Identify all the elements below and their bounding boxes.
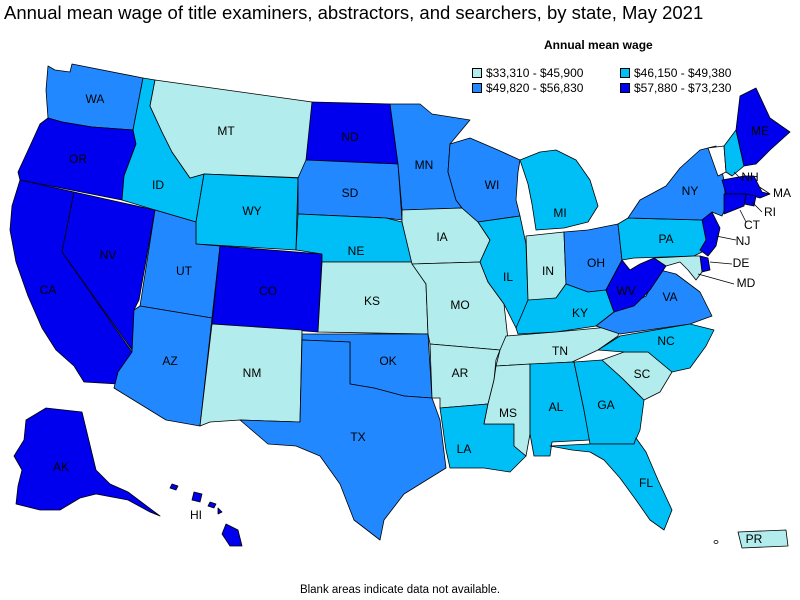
leader-lines [697, 171, 771, 285]
pr-small-island [713, 540, 719, 544]
label-ut: UT [176, 264, 193, 278]
state-tx[interactable] [239, 339, 447, 541]
label-ct: CT [744, 218, 761, 232]
label-sc: SC [634, 367, 651, 381]
legend-swatch-bin-1 [620, 68, 630, 78]
label-nd: ND [341, 130, 359, 144]
label-ms: MS [499, 406, 517, 420]
label-oh: OH [587, 256, 605, 270]
label-nv: NV [100, 248, 117, 262]
legend-swatch-bin-2 [472, 83, 482, 93]
label-fl: FL [639, 476, 653, 490]
label-ia: IA [436, 230, 447, 244]
label-az: AZ [162, 354, 177, 368]
label-or: OR [69, 152, 87, 166]
label-wy: WY [242, 204, 261, 218]
label-ny: NY [682, 184, 699, 198]
label-de: DE [733, 256, 750, 270]
state-pr[interactable] [737, 529, 789, 549]
label-nm: NM [243, 366, 262, 380]
label-hi: HI [190, 508, 202, 522]
legend-title: Annual mean wage [544, 38, 653, 52]
legend: Annual mean wage $33,310 - $45,900 $46,1… [462, 38, 792, 98]
label-ga: GA [597, 398, 614, 412]
state-ca[interactable] [9, 179, 133, 385]
map-title: Annual mean wage of title examiners, abs… [4, 2, 704, 23]
state-me[interactable] [735, 87, 791, 167]
legend-label-bin-0: $33,310 - $45,900 [486, 66, 584, 80]
state-md[interactable] [653, 255, 703, 281]
label-nj: NJ [736, 234, 751, 248]
label-wv: WV [616, 284, 635, 298]
label-va: VA [662, 290, 677, 304]
label-pr: PR [746, 532, 763, 546]
legend-label-bin-1: $46,150 - $49,380 [634, 66, 732, 80]
state-ak[interactable] [13, 407, 161, 517]
label-sd: SD [342, 186, 359, 200]
label-ak: AK [53, 460, 69, 474]
label-nc: NC [657, 334, 675, 348]
state-fl[interactable] [549, 437, 673, 531]
label-il: IL [503, 270, 513, 284]
label-md: MD [737, 276, 756, 290]
label-al: AL [549, 400, 564, 414]
label-ok: OK [379, 354, 396, 368]
label-nh: NH [741, 170, 758, 184]
label-mo: MO [450, 298, 469, 312]
state-wi[interactable] [447, 137, 521, 223]
label-in: IN [542, 264, 554, 278]
label-co: CO [259, 284, 277, 298]
legend-swatch-bin-0 [472, 68, 482, 78]
state-nc[interactable] [597, 323, 715, 373]
label-tx: TX [350, 430, 365, 444]
footnote: Blank areas indicate data not available. [299, 584, 501, 596]
legend-item-bin-0: $33,310 - $45,900 [472, 66, 583, 80]
label-ne: NE [348, 244, 365, 258]
label-id: ID [152, 178, 164, 192]
state-hi[interactable] [169, 483, 243, 547]
label-ri: RI [764, 205, 776, 219]
label-mn: MN [415, 158, 434, 172]
label-ma: MA [773, 186, 791, 200]
label-me: ME [751, 124, 769, 138]
legend-label-bin-3: $57,880 - $73,230 [634, 81, 732, 95]
legend-label-bin-2: $49,820 - $56,830 [486, 81, 584, 95]
state-az[interactable] [113, 305, 213, 427]
label-pa: PA [658, 232, 673, 246]
state-nj[interactable] [699, 211, 721, 257]
label-ky: KY [572, 306, 588, 320]
label-ar: AR [452, 366, 469, 380]
label-la: LA [457, 442, 472, 456]
legend-item-bin-1: $46,150 - $49,380 [620, 66, 731, 80]
legend-item-bin-2: $49,820 - $56,830 [472, 81, 583, 95]
state-nh[interactable] [723, 129, 745, 177]
label-wi: WI [485, 178, 500, 192]
label-tn: TN [552, 344, 568, 358]
state-ct[interactable] [723, 193, 747, 215]
label-ks: KS [364, 294, 380, 308]
state-wy[interactable] [195, 173, 299, 251]
legend-item-bin-3: $57,880 - $73,230 [620, 81, 731, 95]
label-mt: MT [217, 124, 235, 138]
label-ca: CA [40, 283, 57, 297]
legend-swatch-bin-3 [620, 83, 630, 93]
state-mi[interactable] [519, 149, 599, 231]
label-wa: WA [86, 92, 105, 106]
label-mi: MI [553, 206, 566, 220]
